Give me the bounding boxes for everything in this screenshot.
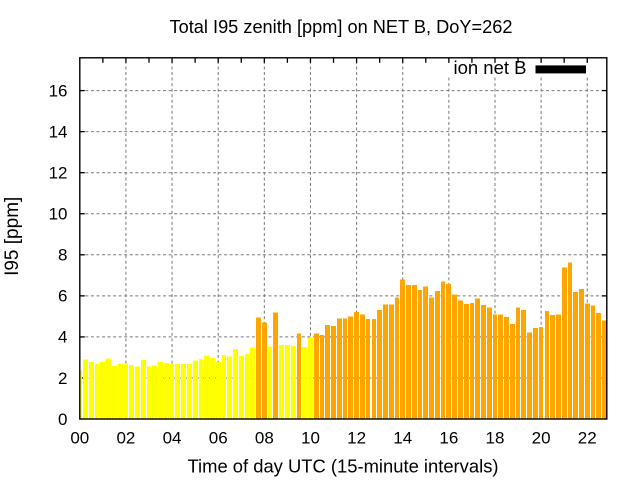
svg-text:12: 12 <box>347 429 366 448</box>
svg-text:06: 06 <box>209 429 228 448</box>
svg-text:ion net B: ion net B <box>453 57 526 78</box>
svg-text:Total I95 zenith [ppm] on NET: Total I95 zenith [ppm] on NET B, DoY=262 <box>170 17 513 37</box>
svg-text:04: 04 <box>163 429 182 448</box>
svg-text:4: 4 <box>58 328 67 347</box>
svg-text:10: 10 <box>49 205 68 224</box>
svg-text:00: 00 <box>70 429 89 448</box>
svg-text:Time of day UTC (15-minute int: Time of day UTC (15-minute intervals) <box>187 455 498 476</box>
svg-text:14: 14 <box>393 429 412 448</box>
svg-text:18: 18 <box>486 429 505 448</box>
svg-text:14: 14 <box>49 122 68 141</box>
svg-text:10: 10 <box>301 429 320 448</box>
svg-text:20: 20 <box>532 429 551 448</box>
svg-text:16: 16 <box>439 429 458 448</box>
svg-text:8: 8 <box>58 246 67 265</box>
svg-text:08: 08 <box>255 429 274 448</box>
svg-text:12: 12 <box>49 163 68 182</box>
svg-text:16: 16 <box>49 81 68 100</box>
svg-text:22: 22 <box>578 429 597 448</box>
svg-text:I95 [ppm]: I95 [ppm] <box>2 197 23 276</box>
svg-text:2: 2 <box>58 369 67 388</box>
svg-text:0: 0 <box>58 410 67 429</box>
svg-text:6: 6 <box>58 287 67 306</box>
svg-text:02: 02 <box>116 429 135 448</box>
